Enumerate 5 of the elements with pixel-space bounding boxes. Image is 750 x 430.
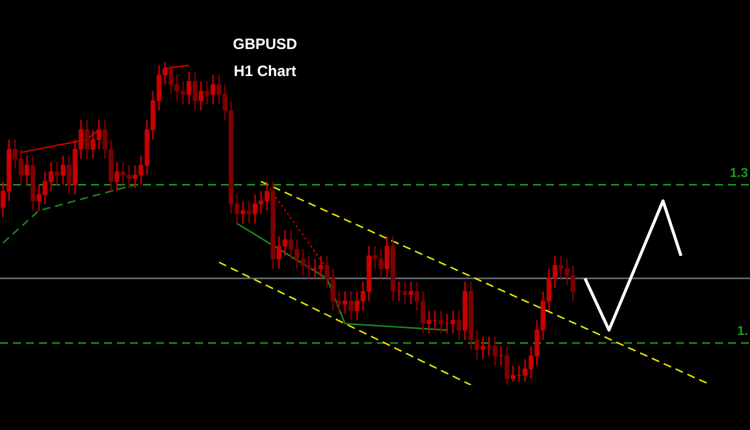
chart-title: GBPUSD	[232, 36, 298, 53]
annotation: 1.3	[730, 164, 748, 180]
candlestick	[498, 345, 504, 366]
chart-subtitle: H1 Chart	[232, 63, 298, 80]
annotation: 1.	[737, 323, 748, 338]
